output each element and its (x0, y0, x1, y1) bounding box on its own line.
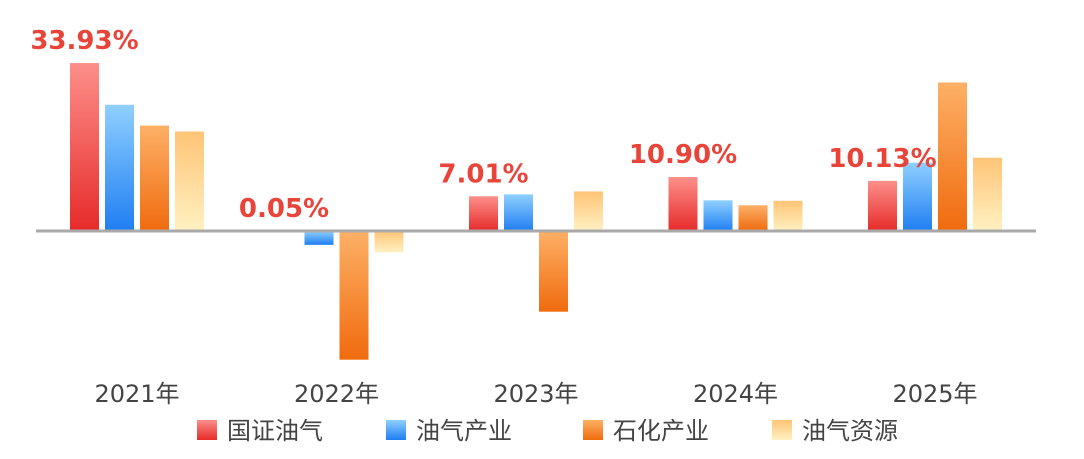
data-label-1: 33.93% (30, 26, 138, 56)
bars-layer (70, 63, 1002, 360)
legend: 国证油气 油气产业 石化产业 油气资源 (197, 417, 898, 445)
bar-1-series-4 (175, 131, 204, 231)
bar-4-series-3 (738, 205, 768, 231)
bar-3-series-4 (574, 191, 603, 231)
legend-label-2: 油气产业 (416, 417, 512, 445)
legend-label-3: 石化产业 (613, 417, 709, 445)
data-label-4: 10.90% (629, 140, 737, 170)
data-labels-layer: 33.93% 0.05% 7.01% 10.90% 10.13% (30, 26, 936, 224)
x-tick-label-2: 2022年 (294, 380, 379, 408)
bar-1-series-3 (140, 125, 169, 231)
x-axis-ticks: 2021年 2022年 2023年 2024年 2025年 (94, 380, 977, 408)
bar-1-series-1 (70, 63, 99, 231)
bar-4-series-1 (668, 177, 698, 231)
legend-swatch-4 (772, 420, 792, 440)
bar-2-series-4 (374, 231, 404, 253)
bar-2-series-3 (339, 231, 369, 360)
data-label-2: 0.05% (239, 194, 329, 224)
legend-label-4: 油气资源 (802, 417, 898, 445)
bar-4-series-4 (773, 200, 803, 231)
bar-4-series-2 (703, 200, 733, 231)
bar-5-series-2 (903, 162, 932, 231)
legend-swatch-3 (583, 420, 603, 440)
bar-3-series-2 (504, 194, 533, 231)
data-label-5: 10.13% (828, 144, 936, 174)
bar-5-series-4 (973, 157, 1002, 231)
bar-1-series-2 (105, 104, 134, 231)
x-tick-label-5: 2025年 (892, 380, 977, 408)
bar-5-series-3 (938, 82, 967, 231)
x-tick-label-4: 2024年 (693, 380, 778, 408)
data-label-3: 7.01% (438, 159, 528, 189)
bar-3-series-3 (539, 231, 568, 312)
legend-swatch-1 (197, 420, 217, 440)
legend-label-1: 国证油气 (227, 417, 323, 445)
bar-5-series-1 (868, 180, 897, 231)
bar-3-series-1 (469, 196, 498, 231)
x-tick-label-1: 2021年 (94, 380, 179, 408)
legend-swatch-2 (386, 420, 406, 440)
x-tick-label-3: 2023年 (493, 380, 578, 408)
bar-2-series-2 (304, 231, 334, 245)
